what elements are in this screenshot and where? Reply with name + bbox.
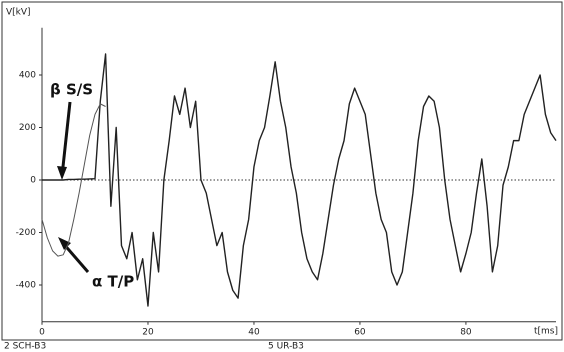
- series-line: [42, 53, 557, 307]
- annotation: α T/P: [92, 273, 134, 291]
- y-tick-label: 400: [19, 71, 36, 81]
- y-tick-label: -200: [16, 228, 37, 238]
- x-tick-label: 40: [248, 327, 260, 337]
- frame: [1, 1, 563, 341]
- y-tick-label: 0: [30, 176, 36, 186]
- series-line: [41, 103, 106, 257]
- footer-left: 2 SCH-B3: [4, 342, 46, 352]
- arrowhead: [57, 166, 67, 180]
- y-tick-label: -400: [16, 281, 37, 291]
- arrowhead: [58, 237, 71, 250]
- x-tick-label: 20: [142, 327, 154, 337]
- x-tick-label: 80: [460, 327, 472, 337]
- arrow: [60, 101, 72, 177]
- footer-center: 5 UR-B3: [268, 342, 304, 352]
- x-axis-label: t[ms]: [534, 327, 558, 337]
- x-tick-label: 60: [354, 327, 366, 337]
- annotation: β S/S: [50, 81, 93, 99]
- y-tick-label: 200: [19, 123, 36, 133]
- x-tick-label: 0: [39, 327, 45, 337]
- y-axis-label: V[kV]: [6, 8, 31, 18]
